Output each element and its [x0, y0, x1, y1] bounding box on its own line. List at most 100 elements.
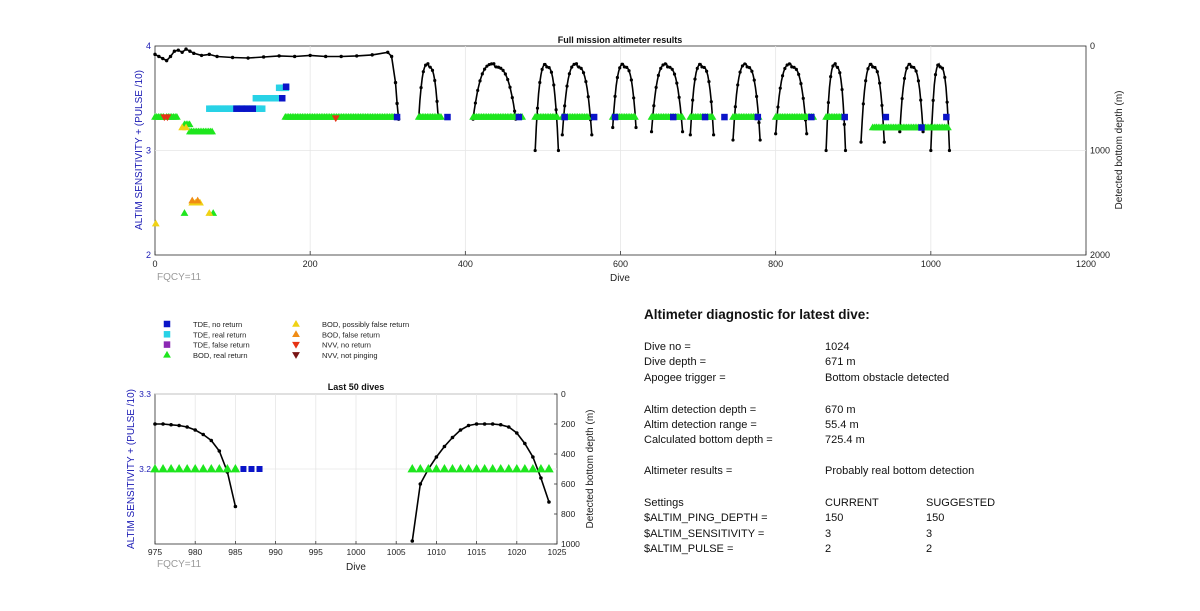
depth-point [940, 66, 945, 70]
bottom-x-tick-label: 1020 [507, 547, 526, 557]
top-chart-title: Full mission altimeter results [558, 35, 683, 45]
top-y-left-tick-label: 2 [146, 250, 151, 260]
depth-point [549, 70, 554, 74]
depth-point [490, 422, 495, 426]
depth-point [201, 432, 206, 437]
diag-label: Calculated bottom depth = [644, 434, 773, 446]
diag-value-current: 150 [825, 512, 844, 524]
settings-label: Settings [644, 497, 684, 509]
legend-label: NVV, not pinging [322, 351, 378, 360]
bottom-chart-ylabel-right: Detected bottom depth (m) [585, 410, 596, 529]
marker-nvv-no-return [163, 114, 172, 122]
depth-point [933, 73, 938, 77]
depth-point [323, 54, 328, 59]
depth-point [554, 108, 558, 112]
depth-point [659, 66, 663, 70]
depth-point [581, 71, 586, 75]
depth-point [712, 133, 716, 137]
depth-point [936, 63, 940, 67]
marker-bod-real-return [678, 113, 687, 120]
top-chart-depth-series [153, 47, 952, 153]
marker-tde-no-return [918, 124, 925, 131]
bottom-x-tick-label: 1000 [347, 547, 366, 557]
depth-point [510, 96, 514, 100]
depth-arch [825, 62, 847, 151]
marker-bod-possibly-false-return [182, 123, 190, 131]
bottom-chart-ylabel-left: ALTIM SENSITIVITY + (PULSE /10) [126, 389, 137, 549]
depth-point [695, 66, 699, 70]
diag-value: 1024 [825, 341, 850, 353]
depth-point [563, 104, 567, 108]
diag-label: Dive no = [644, 341, 691, 353]
marker-bod-real-return [190, 464, 200, 473]
depth-point [688, 133, 692, 137]
marker-tde-no-return [701, 113, 709, 121]
depth-point [433, 78, 437, 83]
depth-point [743, 62, 747, 66]
depth-point [277, 54, 281, 58]
marker-tde-no-return [515, 113, 523, 121]
legend-label: BOD, real return [193, 351, 248, 360]
depth-point [774, 132, 778, 136]
marker-bod-real-return [455, 464, 466, 473]
marker-bod-real-return [487, 464, 498, 473]
depth-point [921, 130, 925, 134]
diagnostic-title: Altimeter diagnostic for latest dive: [644, 307, 870, 322]
depth-point [164, 58, 169, 63]
depth-point [670, 67, 674, 71]
depth-point [535, 106, 540, 110]
depth-point [499, 66, 503, 70]
marker-bod-real-return [631, 113, 639, 120]
legend-label: TDE, real return [193, 330, 246, 339]
marker-bod-real-return [463, 464, 474, 473]
depth-point [217, 449, 222, 453]
depth-point [938, 65, 942, 69]
marker-bod-real-return [166, 464, 176, 473]
depth-point [945, 100, 949, 104]
diag-row-ping-depth: $ALTIM_PING_DEPTH = 150 150 [644, 512, 1064, 526]
top-y-left-tick-label: 3 [146, 146, 151, 156]
depth-point [912, 65, 916, 70]
depth-point [458, 428, 463, 432]
depth-point [209, 438, 214, 443]
depth-point [547, 65, 551, 70]
legend-label: TDE, false return [193, 341, 250, 350]
depth-point [672, 72, 677, 76]
marker-bod-real-return [708, 113, 717, 120]
marker-bod-real-return [407, 464, 418, 473]
top-x-tick-label: 400 [458, 259, 473, 269]
bottom-y-right-tick-label: 800 [561, 509, 575, 519]
marker-bod-real-return [230, 464, 241, 473]
depth-point [233, 504, 238, 509]
top-x-tick-label: 1000 [921, 259, 941, 269]
depth-point [590, 133, 594, 137]
bottom-chart-xlabel: Dive [346, 562, 366, 573]
marker-bod-real-return [503, 464, 514, 473]
bottom-x-tick-label: 1010 [427, 547, 446, 557]
top-chart-ticks: 0 200 400 600 800 1000 1200 2 3 4 0 1000 2000 [146, 41, 1110, 269]
depth-point [625, 65, 629, 69]
depth-point [473, 101, 477, 105]
depth-point [611, 125, 615, 130]
depth-point [386, 50, 390, 54]
depth-point [552, 83, 556, 87]
depth-point [503, 72, 507, 76]
diag-value-suggested: 3 [926, 528, 933, 540]
depth-point [882, 140, 886, 144]
marker-bod-false-return [193, 196, 202, 204]
diag-label: Apogee trigger = [644, 372, 726, 384]
depth-point [778, 86, 782, 90]
marker-tde-no-return [670, 113, 677, 121]
depth-arch [732, 62, 761, 141]
depth-point [560, 133, 564, 137]
diag-value: Probably real bottom detection [825, 465, 975, 477]
marker-bod-real-return [415, 464, 426, 473]
legend-marker [292, 341, 300, 349]
marker-bod-real-return [584, 113, 592, 120]
bottom-x-tick-label: 1025 [548, 547, 567, 557]
bottom-x-tick-label: 1005 [387, 547, 406, 557]
bottom-x-tick-label: 975 [148, 547, 162, 557]
depth-point [615, 75, 619, 80]
depth-point [873, 65, 877, 70]
